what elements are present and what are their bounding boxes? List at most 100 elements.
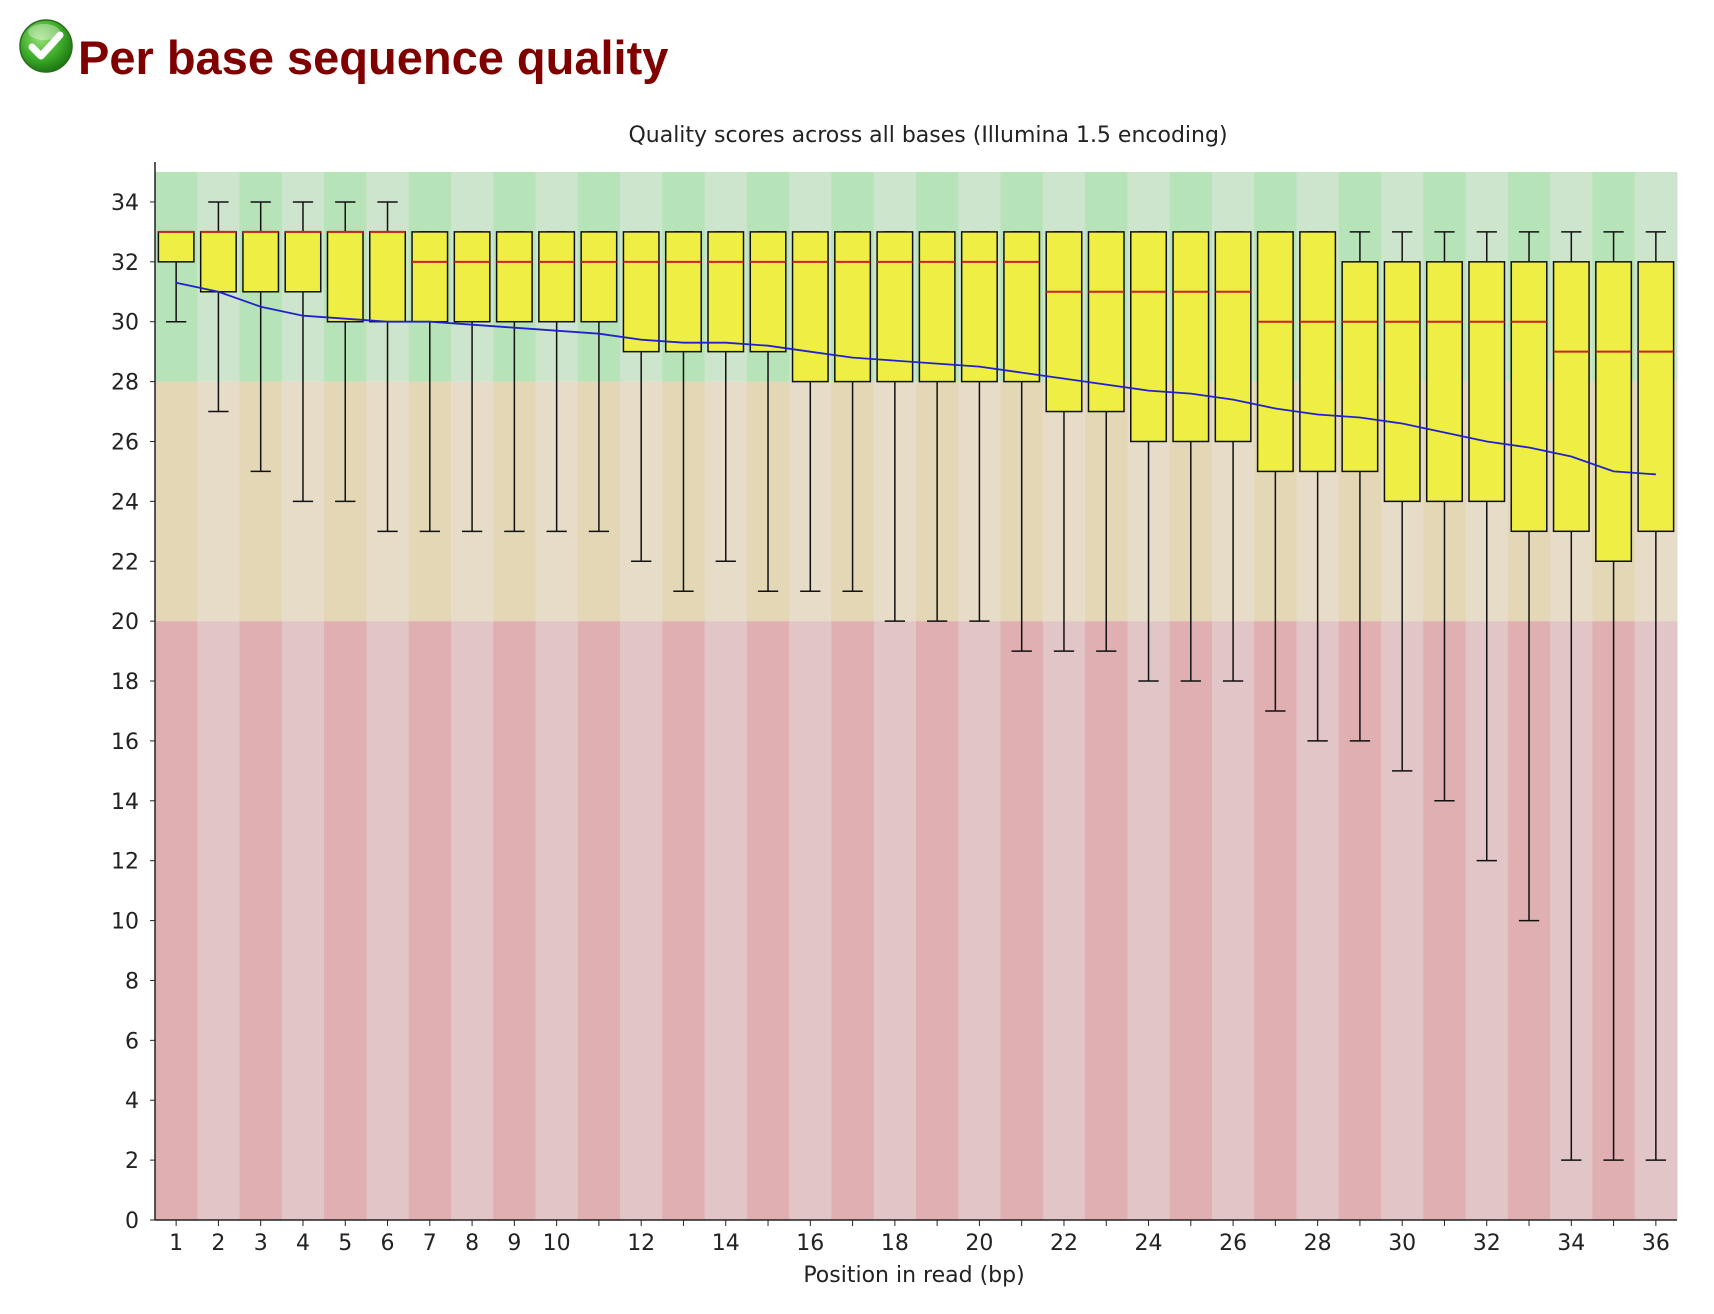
iqr-box [1637,261,1675,533]
y-tick-label: 28 [111,371,139,396]
band-poor-cell [1042,621,1086,1220]
iqr-box [1341,261,1379,473]
y-tick-label: 22 [111,550,139,575]
box-position-33 [1510,231,1548,922]
box-position-35 [1595,231,1633,1161]
x-axis-label: Position in read (bp) [803,1263,1024,1288]
y-tick-label: 30 [111,311,139,336]
y-tick-label: 20 [111,610,139,635]
iqr-box [1425,261,1463,503]
box-position-3 [242,201,280,473]
iqr-box [791,231,829,383]
iqr-box [1172,231,1210,443]
box-position-27 [1256,231,1294,712]
band-poor-cell [324,621,367,1220]
iqr-box [960,231,998,383]
x-tick-label: 36 [1642,1231,1670,1256]
check-icon [19,19,73,73]
box-position-5 [326,201,364,503]
x-tick-label: 32 [1473,1231,1501,1256]
band-poor-cell [1000,621,1044,1220]
box-position-15 [749,231,787,592]
box-position-34 [1552,231,1590,1161]
box-position-9 [495,231,533,533]
box-position-12 [622,231,660,563]
y-tick-label: 34 [111,191,139,216]
x-tick-label: 10 [543,1231,571,1256]
iqr-box [369,231,407,323]
x-tick-label: 30 [1388,1231,1416,1256]
y-tick-label: 4 [125,1089,139,1114]
iqr-box [707,231,745,353]
band-poor-cell [958,621,1002,1220]
band-poor-cell [1127,621,1171,1220]
band-poor-cell [620,621,663,1220]
iqr-box [1003,231,1041,383]
y-tick-label: 14 [111,790,139,815]
mean-line-group [175,281,1656,476]
y-tick-label: 8 [125,969,139,994]
box-position-30 [1383,231,1421,772]
section-title: Per base sequence quality [78,31,669,84]
box-position-23 [1087,231,1125,652]
band-poor-cell [1085,621,1128,1220]
iqr-box [1130,231,1168,443]
box-position-8 [453,231,491,533]
iqr-box [876,231,914,383]
box-position-28 [1299,231,1337,742]
band-reasonable-cell [155,381,198,622]
y-tick-label: 0 [125,1209,139,1234]
band-poor-cell [831,621,875,1220]
x-tick-label: 1 [169,1231,183,1256]
iqr-box [157,231,195,263]
iqr-box [242,231,280,293]
x-tick-label: 9 [507,1231,521,1256]
box-position-4 [284,201,322,503]
band-poor-cell [916,621,959,1220]
box-position-21 [1003,231,1041,652]
x-tick-label: 5 [338,1231,352,1256]
x-tick-label: 8 [465,1231,479,1256]
iqr-box [538,231,576,323]
iqr-box [1595,261,1633,563]
x-tick-label: 2 [211,1231,225,1256]
iqr-box [411,231,449,323]
x-tick-label: 14 [712,1231,740,1256]
band-reasonable-cell [197,381,241,622]
box-position-1 [157,230,195,323]
iqr-box [1045,231,1083,413]
band-poor-cell [873,621,917,1220]
x-tick-label: 18 [881,1231,909,1256]
y-tick-label: 18 [111,670,139,695]
band-poor-cell [1211,621,1255,1220]
x-tick-label: 24 [1135,1231,1163,1256]
x-tick-label: 20 [965,1231,993,1256]
band-poor-cell [662,621,706,1220]
box-position-32 [1468,231,1506,862]
band-poor-cell [535,621,579,1220]
iqr-box [1468,261,1506,503]
iqr-box [1087,231,1125,413]
section-header: Per base sequence quality [18,18,668,82]
band-poor-cell [493,621,536,1220]
x-tick-label: 26 [1219,1231,1247,1256]
y-tick-label: 16 [111,730,139,755]
box-position-16 [791,231,829,592]
band-poor-cell [366,621,410,1220]
band-poor-cell [746,621,790,1220]
box-position-17 [834,231,872,592]
box-position-13 [664,231,702,592]
iqr-box [1299,231,1337,473]
x-tick-label: 22 [1050,1231,1078,1256]
y-tick-label: 2 [125,1149,139,1174]
box-position-18 [876,231,914,622]
y-tick-label: 10 [111,910,139,935]
x-tick-label: 34 [1557,1231,1585,1256]
band-poor-cell [197,621,241,1220]
band-poor-cell [408,621,452,1220]
box-position-14 [707,231,745,563]
band-poor-cell [704,621,748,1220]
box-position-31 [1425,231,1463,802]
